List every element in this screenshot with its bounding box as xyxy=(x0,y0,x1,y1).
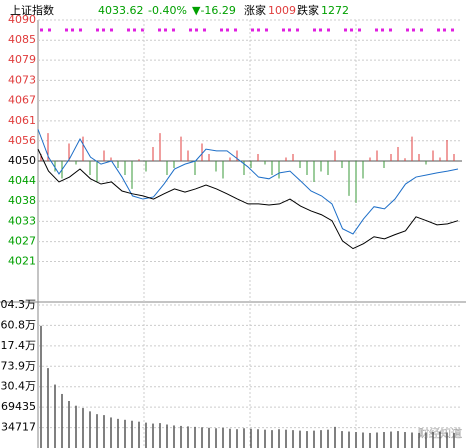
change: ▼-16.29 xyxy=(192,4,236,17)
y-tick-label: 4044 xyxy=(8,174,36,187)
up-count: 1009 xyxy=(268,4,296,17)
volume-tick-label: 34717 xyxy=(1,421,36,434)
index-name: 上证指数 xyxy=(10,3,54,17)
y-tick-label: 4050 xyxy=(8,154,36,167)
y-tick-label: 4038 xyxy=(8,194,36,207)
volume-tick-label: 04.3万 xyxy=(1,298,37,311)
price-line xyxy=(37,148,459,250)
y-tick-label: 4085 xyxy=(8,33,36,46)
volume-tick-label: 60.8万 xyxy=(1,318,37,331)
y-tick-label: 4056 xyxy=(8,134,36,147)
volume-tick-label: 17.4万 xyxy=(1,339,37,352)
y-tick-label: 4027 xyxy=(8,235,36,248)
down-count: 1272 xyxy=(321,4,349,17)
time-grid xyxy=(143,20,357,448)
y-tick-label: 4021 xyxy=(8,255,36,268)
volume-tick-label: 30.4万 xyxy=(1,380,37,393)
volume-tick-label: 69435 xyxy=(1,400,36,413)
volume-tick-label: 73.9万 xyxy=(1,359,37,372)
down-label: 跌家 xyxy=(297,3,319,17)
price: 4033.62 xyxy=(98,4,144,17)
y-tick-label: 4061 xyxy=(8,114,36,127)
y-tick-label: 4073 xyxy=(8,73,36,86)
up-label: 涨家 xyxy=(244,3,266,17)
y-tick-label: 4090 xyxy=(8,13,36,26)
price-line xyxy=(37,129,459,235)
change-pct: -0.40% xyxy=(148,4,187,17)
y-tick-label: 4079 xyxy=(8,53,36,66)
y-tick-label: 4067 xyxy=(8,94,36,107)
y-tick-label: 4033 xyxy=(8,214,36,227)
